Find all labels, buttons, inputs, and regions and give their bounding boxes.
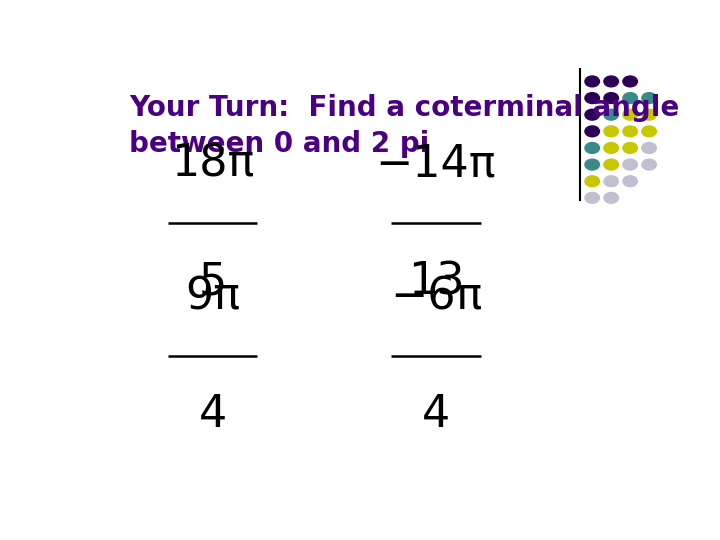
Circle shape (623, 126, 637, 137)
Circle shape (585, 159, 600, 170)
Text: −6π: −6π (390, 275, 482, 319)
Circle shape (604, 126, 618, 137)
Circle shape (585, 126, 600, 137)
Circle shape (604, 109, 618, 120)
Circle shape (623, 109, 637, 120)
Circle shape (623, 76, 637, 87)
Circle shape (642, 159, 657, 170)
Text: 4: 4 (199, 393, 227, 436)
Circle shape (585, 93, 600, 104)
Circle shape (585, 76, 600, 87)
Circle shape (604, 159, 618, 170)
Text: 13: 13 (408, 260, 464, 303)
Circle shape (642, 93, 657, 104)
Text: 5: 5 (199, 260, 227, 303)
Circle shape (623, 93, 637, 104)
Circle shape (604, 93, 618, 104)
Circle shape (585, 192, 600, 203)
Circle shape (604, 143, 618, 153)
Circle shape (642, 109, 657, 120)
Circle shape (623, 159, 637, 170)
Text: Your Turn:  Find a coterminal angle
between 0 and 2 pi: Your Turn: Find a coterminal angle betwe… (129, 94, 679, 158)
Circle shape (585, 176, 600, 187)
Text: 9π: 9π (185, 275, 240, 319)
Circle shape (642, 143, 657, 153)
Circle shape (623, 176, 637, 187)
Text: 4: 4 (422, 393, 450, 436)
Circle shape (585, 109, 600, 120)
Circle shape (642, 126, 657, 137)
Text: 18π: 18π (171, 143, 254, 185)
Circle shape (604, 76, 618, 87)
Circle shape (585, 143, 600, 153)
Circle shape (623, 143, 637, 153)
Circle shape (604, 176, 618, 187)
Text: −14π: −14π (376, 143, 496, 185)
Circle shape (604, 192, 618, 203)
